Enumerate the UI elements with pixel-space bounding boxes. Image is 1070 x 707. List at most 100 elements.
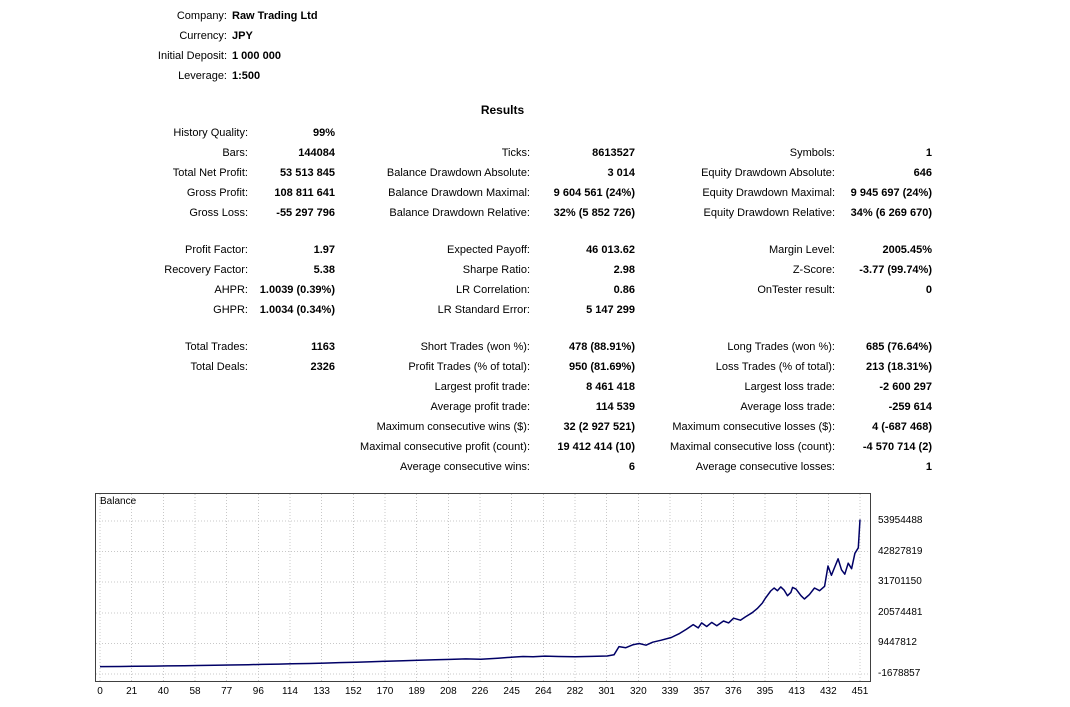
stat-value — [248, 437, 335, 457]
x-axis-label: 376 — [724, 686, 742, 697]
y-axis-label: 20574481 — [878, 606, 923, 618]
stat-label: Expected Payoff: — [447, 244, 530, 256]
stat-value: 1 — [925, 461, 932, 473]
balance-chart-svg — [96, 494, 870, 681]
stats-row: Profit Factor: 1.97 Expected Payoff: 46 013… — [0, 240, 932, 260]
stat-label: Total Net Profit: — [172, 167, 248, 179]
stat-label: Maximum consecutive losses ($): — [672, 421, 835, 433]
stat-label: Equity Drawdown Maximal: — [702, 187, 835, 199]
x-axis-label: 21 — [126, 686, 138, 697]
y-axis-label: -1678857 — [878, 668, 921, 679]
stat-label: Largest loss trade: — [744, 381, 836, 393]
stat-value: 9 604 561 (24%) — [553, 187, 635, 199]
stat-value: 3 014 — [607, 167, 635, 179]
y-axis-label: 9447812 — [878, 637, 917, 649]
stat-label — [0, 457, 248, 477]
stat-value: 1163 — [311, 341, 335, 353]
stat-value: 2.98 — [613, 264, 635, 276]
stat-label — [635, 300, 835, 320]
stats-row: Average profit trade: 114 539 Average loss… — [0, 397, 932, 417]
stat-label — [0, 437, 248, 457]
initial-deposit-value: 1 000 000 — [232, 50, 281, 62]
x-axis-label: 282 — [566, 686, 584, 697]
stat-label: Gross Loss: — [189, 207, 248, 219]
stat-value: 950 (81.69%) — [568, 361, 635, 373]
leverage-label: Leverage: — [178, 70, 227, 82]
results-title: Results — [480, 103, 525, 117]
stat-value — [248, 397, 335, 417]
stats-row: Total Net Profit: 53 513 845 Balance Drawd… — [0, 163, 932, 183]
stat-label: Profit Trades (% of total): — [408, 361, 530, 373]
stat-label: LR Standard Error: — [437, 304, 530, 316]
y-axis-label: 42827819 — [878, 545, 923, 557]
stat-label: Average consecutive wins: — [399, 461, 530, 473]
stat-label: Sharpe Ratio: — [462, 264, 530, 276]
currency-label: Currency: — [179, 30, 227, 42]
balance-series-label: Balance — [100, 496, 137, 507]
stats-row: Bars: 144084 Ticks: 8613527 Symbols: 1 — [0, 143, 932, 163]
report-header: Company: Raw Trading Ltd Currency: JPY I… — [0, 6, 318, 86]
stat-label: Z-Score: — [792, 264, 835, 276]
stat-label: Loss Trades (% of total): — [715, 361, 835, 373]
stat-label: History Quality: — [173, 127, 248, 139]
stat-label — [0, 397, 248, 417]
stats-row: Maximal consecutive profit (count): 19 41… — [0, 437, 932, 457]
stat-value: -55 297 796 — [276, 207, 335, 219]
x-axis-label: 339 — [661, 686, 679, 697]
x-axis-label: 245 — [503, 686, 520, 697]
stat-label: Equity Drawdown Relative: — [703, 207, 835, 219]
stat-value: 1.0039 (0.39%) — [259, 284, 335, 296]
stat-label — [635, 123, 835, 143]
stat-label: Margin Level: — [768, 244, 835, 256]
stat-label: Balance Drawdown Absolute: — [386, 167, 530, 179]
stat-label — [0, 377, 248, 397]
stat-value — [248, 377, 335, 397]
stat-value: 1.97 — [313, 244, 335, 256]
stat-value: 32 (2 927 521) — [563, 421, 635, 433]
stat-label: Gross Profit: — [186, 187, 248, 199]
x-axis-label: 40 — [157, 686, 169, 697]
stat-value: 114 539 — [595, 401, 635, 413]
stat-value — [835, 300, 932, 320]
stat-label: Balance Drawdown Maximal: — [388, 187, 530, 199]
x-axis-label: 208 — [439, 686, 457, 697]
stats-row: Average consecutive wins: 6 Average consec… — [0, 457, 932, 477]
stat-label — [0, 417, 248, 437]
stat-label: Symbols: — [789, 147, 835, 159]
stat-value: 8613527 — [592, 147, 635, 159]
stat-label: Average profit trade: — [430, 401, 530, 413]
stat-label: Average consecutive losses: — [695, 461, 835, 473]
x-axis-label: 226 — [471, 686, 489, 697]
stats-table: History Quality: 99% Bars: 144084 Ticks: 8613… — [0, 123, 932, 477]
company-value: Raw Trading Ltd — [232, 10, 318, 22]
initial-deposit-label: Initial Deposit: — [157, 50, 227, 62]
stats-row: AHPR: 1.0039 (0.39%) LR Correlation: 0.86 On… — [0, 280, 932, 300]
x-axis-label: 58 — [189, 686, 201, 697]
stat-label: Largest profit trade: — [434, 381, 530, 393]
stat-value: 646 — [913, 167, 932, 179]
stat-value: 32% (5 852 726) — [553, 207, 635, 219]
stat-label: AHPR: — [214, 284, 248, 296]
stat-label: Recovery Factor: — [164, 264, 248, 276]
stat-value: 478 (88.91%) — [568, 341, 635, 353]
stat-label: Balance Drawdown Relative: — [389, 207, 530, 219]
stat-value: 4 (-687 468) — [872, 421, 932, 433]
balance-chart: Balance 53954488 42827819 31701150 20574481… — [95, 493, 1055, 703]
balance-line — [99, 519, 861, 668]
stat-label: Ticks: — [501, 147, 530, 159]
x-axis-label: 395 — [756, 686, 774, 697]
stat-label: Maximum consecutive wins ($): — [376, 421, 530, 433]
stat-label: Maximal consecutive profit (count): — [360, 441, 530, 453]
x-axis-label: 0 — [97, 686, 103, 697]
stat-label: OnTester result: — [757, 284, 835, 296]
stats-spacer-row — [0, 223, 932, 240]
header-row-currency: Currency: JPY — [0, 26, 318, 46]
x-axis-label: 114 — [282, 686, 298, 697]
stat-value: 6 — [628, 461, 635, 473]
stat-value — [835, 123, 932, 143]
stat-label: Average loss trade: — [740, 401, 835, 413]
stat-value: -2 600 297 — [879, 381, 932, 393]
stat-label: LR Correlation: — [456, 284, 530, 296]
stat-value: 5.38 — [313, 264, 335, 276]
stat-value: 99% — [312, 127, 335, 139]
